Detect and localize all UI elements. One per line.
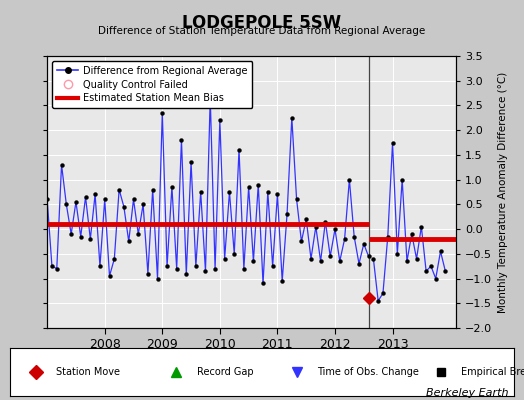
Text: Record Gap: Record Gap xyxy=(196,367,253,377)
Text: Empirical Break: Empirical Break xyxy=(461,367,524,377)
Y-axis label: Monthly Temperature Anomaly Difference (°C): Monthly Temperature Anomaly Difference (… xyxy=(498,71,508,313)
Legend: Difference from Regional Average, Quality Control Failed, Estimated Station Mean: Difference from Regional Average, Qualit… xyxy=(52,61,253,108)
Text: LODGEPOLE 5SW: LODGEPOLE 5SW xyxy=(182,14,342,32)
Text: Difference of Station Temperature Data from Regional Average: Difference of Station Temperature Data f… xyxy=(99,26,425,36)
Text: Station Move: Station Move xyxy=(56,367,120,377)
Text: Time of Obs. Change: Time of Obs. Change xyxy=(318,367,419,377)
Text: Berkeley Earth: Berkeley Earth xyxy=(426,388,508,398)
